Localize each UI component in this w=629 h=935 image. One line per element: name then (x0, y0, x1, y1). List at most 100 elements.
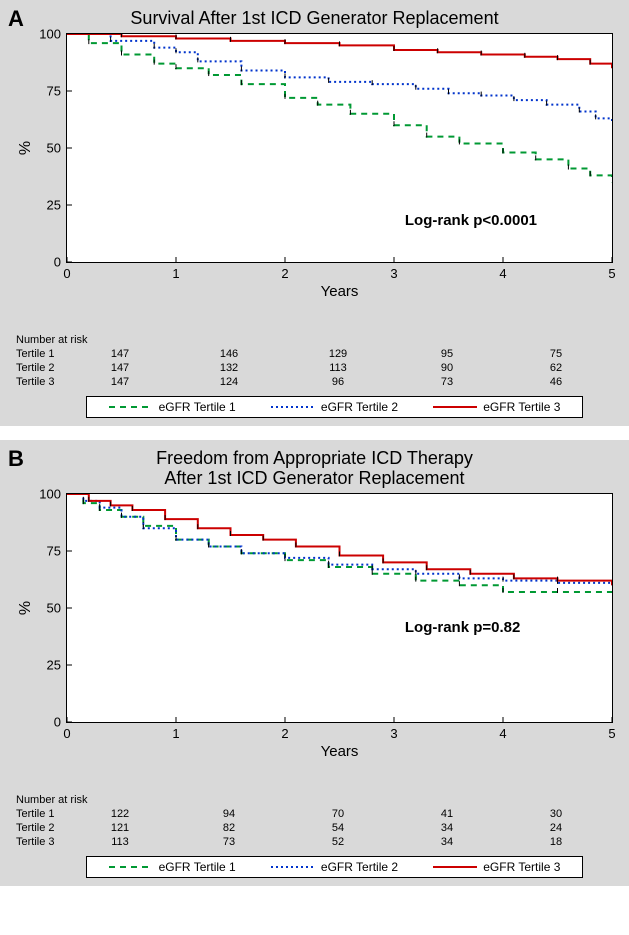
risk-cell: 90 (441, 362, 453, 374)
risk-row: Tertile 314712496734630 (16, 376, 623, 390)
risk-cell: 73 (223, 836, 235, 848)
km-curve (67, 494, 612, 592)
risk-row-label: Tertile 2 (16, 822, 70, 836)
km-curves (67, 494, 612, 722)
risk-cell: 34 (441, 836, 453, 848)
x-tick-label: 1 (172, 262, 179, 281)
risk-row-label: Tertile 1 (16, 348, 70, 362)
risk-row: Tertile 2147132113906241 (16, 362, 623, 376)
risk-cell: 147 (111, 348, 129, 360)
risk-row: Tertile 31137352341812 (16, 836, 623, 850)
risk-row-label: Tertile 3 (16, 836, 70, 850)
risk-cell: 122 (111, 808, 129, 820)
y-tick-label: 100 (39, 487, 67, 502)
x-tick-label: 0 (63, 262, 70, 281)
plot-wrap: % Log-rank p<0.0001 0255075100012345 Yea… (66, 33, 613, 300)
number-at-risk-table: Number at risk Tertile 1147146129957548T… (16, 334, 623, 390)
risk-cell: 24 (550, 822, 562, 834)
plot-area: % Log-rank p<0.0001 0255075100012345 (66, 33, 613, 263)
risk-cell: 75 (550, 348, 562, 360)
risk-cell: 147 (111, 376, 129, 388)
legend-swatch (109, 860, 153, 874)
number-at-risk-table: Number at risk Tertile 11229470413019Ter… (16, 794, 623, 850)
risk-cell: 146 (220, 348, 238, 360)
risk-title: Number at risk (16, 794, 623, 806)
legend-label: eGFR Tertile 2 (321, 400, 398, 414)
x-tick-label: 5 (608, 262, 615, 281)
x-tick-label: 3 (390, 262, 397, 281)
legend-swatch (433, 400, 477, 414)
risk-cell: 121 (111, 822, 129, 834)
panel-a: A Survival After 1st ICD Generator Repla… (0, 0, 629, 426)
legend-label: eGFR Tertile 3 (483, 400, 560, 414)
plot-area: % Log-rank p=0.82 0255075100012345 (66, 493, 613, 723)
risk-row-label: Tertile 1 (16, 808, 70, 822)
legend-label: eGFR Tertile 2 (321, 860, 398, 874)
x-tick-label: 2 (281, 262, 288, 281)
risk-row-label: Tertile 2 (16, 362, 70, 376)
legend-swatch (271, 860, 315, 874)
y-tick-label: 50 (47, 140, 67, 155)
legend-item: eGFR Tertile 2 (271, 400, 398, 414)
plot-wrap: % Log-rank p=0.82 0255075100012345 Years (66, 493, 613, 760)
panel-label: A (8, 6, 24, 32)
legend-label: eGFR Tertile 3 (483, 860, 560, 874)
km-curve (67, 34, 612, 68)
km-curve (67, 34, 612, 123)
panel-b: B Freedom from Appropriate ICD TherapyAf… (0, 440, 629, 886)
y-tick-label: 100 (39, 26, 67, 41)
legend-item: eGFR Tertile 1 (109, 860, 236, 874)
legend-item: eGFR Tertile 1 (109, 400, 236, 414)
y-tick-label: 50 (47, 601, 67, 616)
x-tick-label: 2 (281, 722, 288, 741)
risk-row-label: Tertile 3 (16, 376, 70, 390)
legend-label: eGFR Tertile 1 (159, 400, 236, 414)
risk-cell: 18 (550, 836, 562, 848)
chart-title: Freedom from Appropriate ICD TherapyAfte… (46, 448, 583, 489)
risk-cell: 129 (329, 348, 347, 360)
x-axis-label: Years (66, 743, 613, 760)
km-curve (67, 494, 612, 585)
x-tick-label: 0 (63, 722, 70, 741)
risk-cell: 73 (441, 376, 453, 388)
y-axis-label: % (17, 601, 35, 615)
risk-cell: 132 (220, 362, 238, 374)
risk-row: Tertile 21218254342414 (16, 822, 623, 836)
y-tick-label: 75 (47, 544, 67, 559)
risk-cell: 70 (332, 808, 344, 820)
legend-item: eGFR Tertile 3 (433, 400, 560, 414)
panel-label: B (8, 446, 24, 472)
legend-item: eGFR Tertile 2 (271, 860, 398, 874)
y-tick-label: 25 (47, 658, 67, 673)
y-axis-label: % (17, 141, 35, 155)
km-curves (67, 34, 612, 262)
chart-title: Survival After 1st ICD Generator Replace… (46, 8, 583, 29)
x-tick-label: 3 (390, 722, 397, 741)
risk-title: Number at risk (16, 334, 623, 346)
risk-cell: 62 (550, 362, 562, 374)
y-tick-label: 75 (47, 83, 67, 98)
risk-cell: 96 (332, 376, 344, 388)
risk-cell: 41 (441, 808, 453, 820)
legend: eGFR Tertile 1 eGFR Tertile 2 eGFR Tertile… (86, 396, 583, 418)
legend-label: eGFR Tertile 1 (159, 860, 236, 874)
x-tick-label: 5 (608, 722, 615, 741)
legend: eGFR Tertile 1 eGFR Tertile 2 eGFR Tertile… (86, 856, 583, 878)
risk-cell: 34 (441, 822, 453, 834)
x-axis-label: Years (66, 283, 613, 300)
y-tick-label: 25 (47, 197, 67, 212)
risk-cell: 94 (223, 808, 235, 820)
risk-cell: 46 (550, 376, 562, 388)
risk-row: Tertile 1147146129957548 (16, 348, 623, 362)
risk-cell: 113 (111, 836, 129, 848)
legend-swatch (433, 860, 477, 874)
risk-cell: 113 (329, 362, 347, 374)
risk-cell: 147 (111, 362, 129, 374)
legend-swatch (271, 400, 315, 414)
legend-item: eGFR Tertile 3 (433, 860, 560, 874)
x-tick-label: 4 (499, 722, 506, 741)
x-tick-label: 4 (499, 262, 506, 281)
risk-cell: 82 (223, 822, 235, 834)
risk-cell: 54 (332, 822, 344, 834)
km-curve (67, 494, 612, 585)
